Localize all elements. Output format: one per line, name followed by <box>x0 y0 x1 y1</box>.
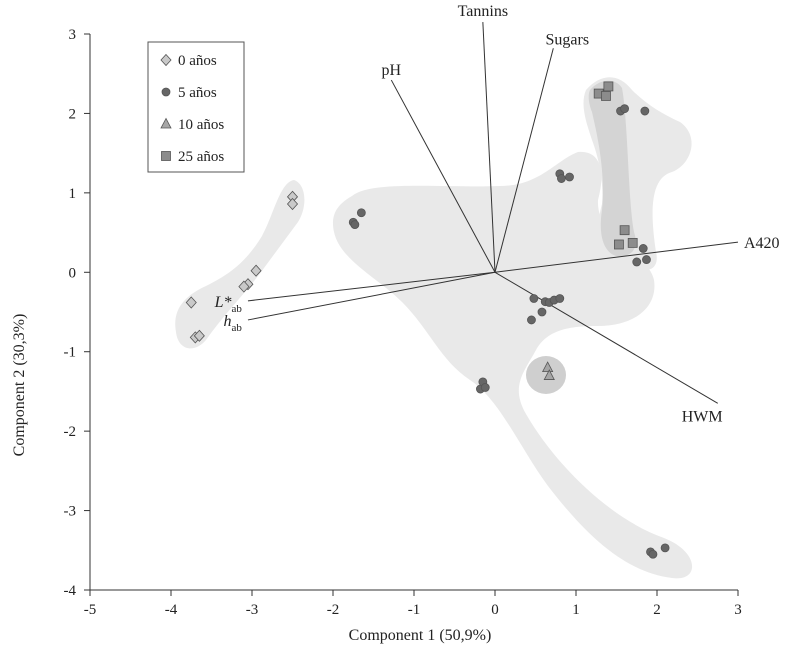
y-axis-title: Component 2 (30,3%) <box>11 314 28 457</box>
point-25-a-os <box>601 91 611 101</box>
point-5-a-os <box>555 294 565 303</box>
hull-0-anos <box>175 180 305 349</box>
loading-vector-hab <box>247 271 496 321</box>
y-tick-label: -4 <box>64 583 77 599</box>
loading-vector-hwm <box>494 271 719 404</box>
y-tick-label: -2 <box>64 424 77 440</box>
legend-marker-0-a-os <box>160 53 172 67</box>
loading-label-hab: hab <box>224 313 243 334</box>
x-tick-label: 3 <box>734 602 742 618</box>
loading-label-ph: pH <box>382 62 402 79</box>
x-axis-title: Component 1 (50,9%) <box>349 627 492 644</box>
y-tick-label: -3 <box>64 504 77 520</box>
y-tick-label: 0 <box>69 265 77 281</box>
x-tick-label: -2 <box>327 602 340 618</box>
point-5-a-os <box>640 106 650 116</box>
legend-marker-5-a-os <box>161 87 171 97</box>
legend-marker-10-a-os <box>160 117 172 129</box>
y-tick-label: 3 <box>69 27 77 43</box>
point-25-a-os <box>627 237 638 248</box>
point-25-a-os <box>614 239 624 250</box>
x-tick-label: -1 <box>408 602 421 618</box>
legend-label-25-a-os: 25 años <box>178 149 224 165</box>
group-hulls <box>175 77 693 579</box>
y-tick-label: 1 <box>69 186 77 202</box>
point-5-a-os <box>565 172 574 182</box>
point-5-a-os <box>620 104 629 114</box>
loading-label-tannins: Tannins <box>458 3 508 20</box>
point-25-a-os <box>619 225 630 236</box>
x-tick-label: 0 <box>491 602 499 618</box>
x-tick-label: 1 <box>572 602 580 618</box>
loading-vector-tannins <box>482 22 496 273</box>
hull-10-anos <box>526 356 566 394</box>
hull-25-anos-core <box>588 80 636 257</box>
point-5-a-os <box>529 294 539 303</box>
point-5-a-os <box>632 257 642 267</box>
point-5-a-os <box>480 383 490 392</box>
point-0-a-os <box>193 329 205 342</box>
legend-label-5-a-os: 5 años <box>178 85 217 101</box>
x-tick-label: -3 <box>246 602 259 618</box>
point-10-a-os <box>541 361 554 373</box>
loading-vector-a420 <box>494 241 739 273</box>
legend-label-0-a-os: 0 años <box>178 53 217 69</box>
point-5-a-os <box>527 315 536 325</box>
point-10-a-os <box>543 369 555 380</box>
point-5-a-os <box>660 543 670 553</box>
x-tick-label: -5 <box>84 602 97 618</box>
point-5-a-os <box>638 244 648 253</box>
loading-label-lab: L*ab <box>214 294 243 315</box>
legend-label-10-a-os: 10 años <box>178 117 224 133</box>
loading-label-a420: A420 <box>744 235 780 252</box>
point-5-a-os <box>350 220 360 230</box>
point-5-a-os <box>537 307 547 317</box>
y-tick-label: -1 <box>64 345 77 361</box>
axis-ticks: -5 -4 -3 -2 -1 0 1 2 3 -4 -3 -2 -1 0 1 2 3 <box>64 27 742 618</box>
point-0-a-os <box>250 264 262 277</box>
loading-label-hwm: HWM <box>682 408 723 425</box>
loading-vector-lab <box>247 271 496 302</box>
x-tick-label: -4 <box>165 602 178 618</box>
y-tick-label: 2 <box>69 106 77 122</box>
loading-vector-ph <box>390 79 496 273</box>
legend: 0 años 5 años 10 años 25 años <box>147 41 245 173</box>
loading-label-sugars: Sugars <box>546 31 590 48</box>
loading-vector-sugars <box>494 48 554 273</box>
point-25-a-os <box>603 81 614 92</box>
data-points <box>185 81 670 559</box>
point-5-a-os <box>557 174 566 183</box>
point-0-a-os <box>286 197 299 211</box>
point-0-a-os <box>185 296 197 309</box>
point-0-a-os <box>238 280 250 293</box>
point-5-a-os <box>642 255 651 264</box>
legend-marker-25-a-os <box>161 151 171 161</box>
point-5-a-os <box>356 208 366 218</box>
point-5-a-os <box>648 549 658 559</box>
x-tick-label: 2 <box>653 602 661 618</box>
